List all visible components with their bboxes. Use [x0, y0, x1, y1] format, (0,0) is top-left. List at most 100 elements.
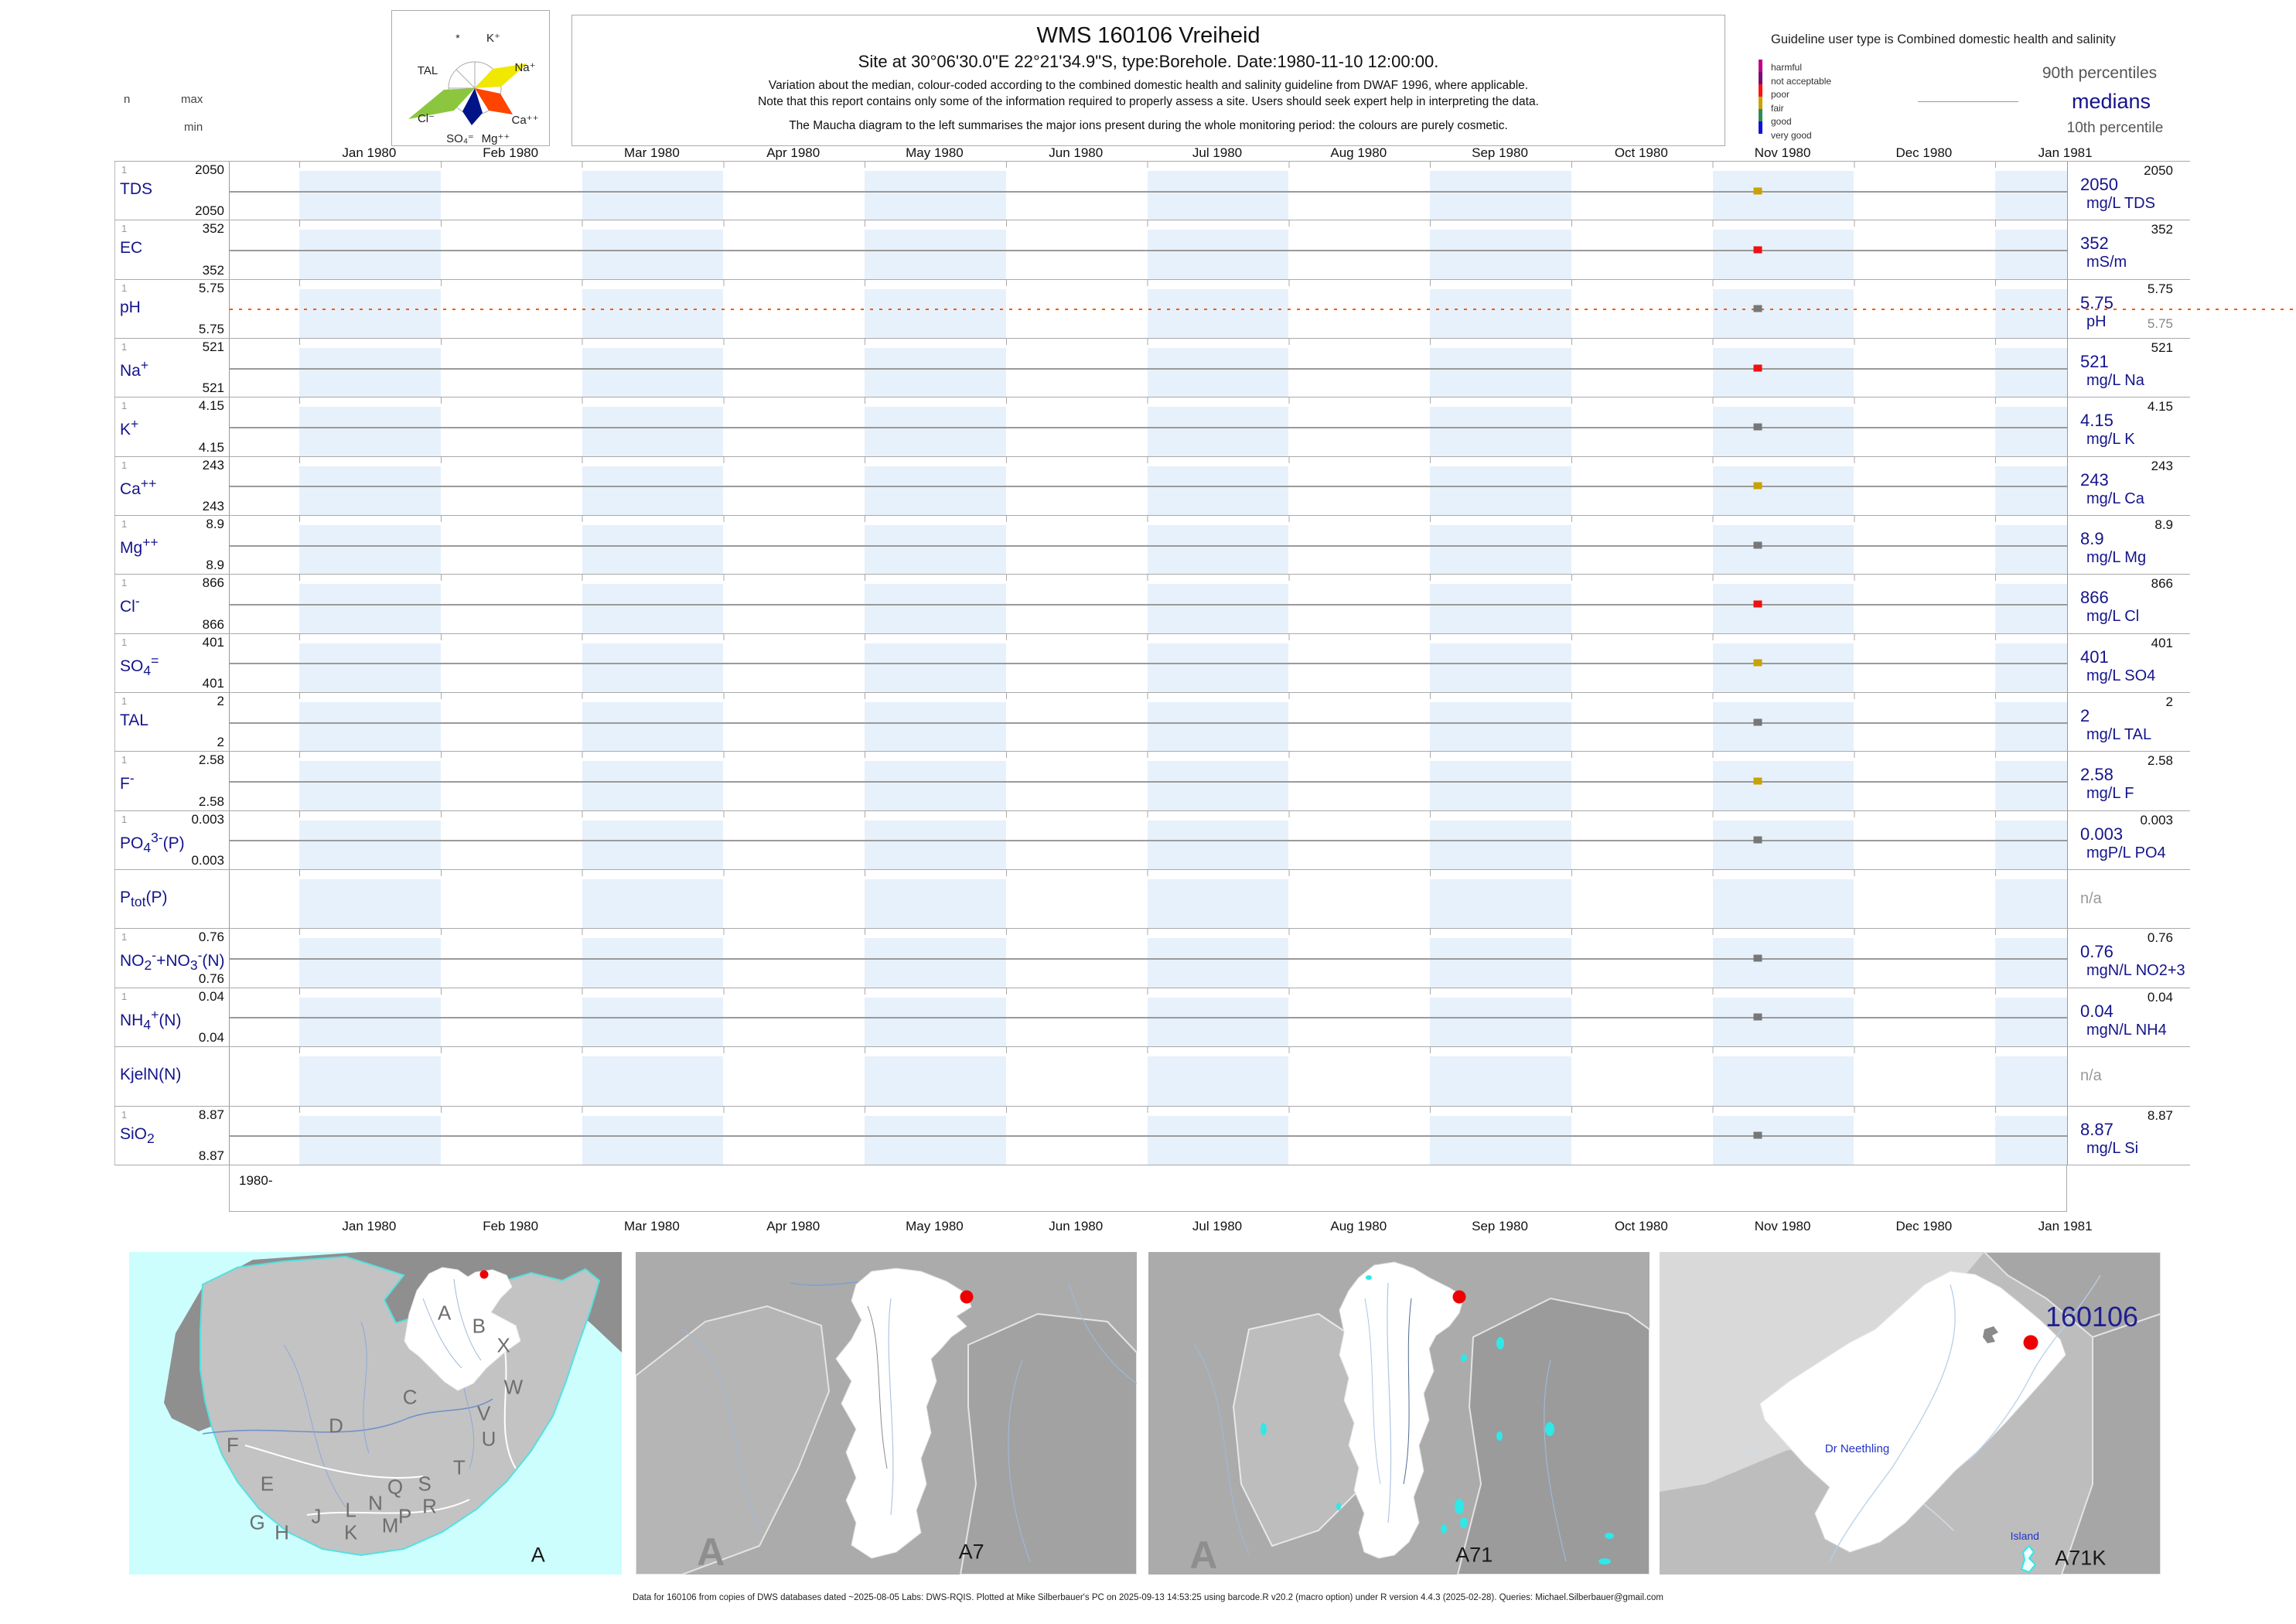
- data-point-tds[interactable]: [1753, 187, 1762, 195]
- month-band: [1430, 938, 1571, 988]
- guideline-class-label: fair: [1771, 102, 1784, 114]
- data-point-mg[interactable]: [1753, 541, 1762, 549]
- month-label: Dec 1980: [1895, 145, 1953, 160]
- n-count: 1: [121, 223, 128, 235]
- p10-legend-label: 10th percentile: [2066, 120, 2164, 136]
- param-values-ec: 352 352 mS/m: [2068, 220, 2190, 278]
- param-row-tds: 1 2050 TDS 2050 2050 2050 mg/L TDS: [114, 162, 2190, 221]
- footer-provenance: Data for 160106 from copies of DWS datab…: [633, 1593, 1663, 1602]
- region-letter-H: H: [275, 1520, 289, 1544]
- p90-value: 401: [2151, 635, 2173, 650]
- data-point-po4[interactable]: [1753, 836, 1762, 844]
- param-plot-tal: [229, 693, 2068, 752]
- data-point-ec[interactable]: [1753, 246, 1762, 254]
- guideline-color-good: [1759, 109, 1762, 121]
- month-band: [1430, 171, 1571, 220]
- min-value: 8.9: [206, 558, 224, 573]
- param-name-nh4: NH4+(N): [120, 1006, 182, 1032]
- data-point-no23[interactable]: [1753, 954, 1762, 962]
- param-stats-nh4: 1 0.04 NH4+(N) 0.04: [114, 988, 229, 1047]
- param-plot-mg: [229, 516, 2068, 575]
- month-band: [299, 348, 441, 397]
- min-value: 243: [202, 499, 224, 514]
- month-band: [1430, 761, 1571, 810]
- max-value: 243: [202, 457, 224, 473]
- month-band: [1995, 230, 2067, 279]
- data-point-sio2[interactable]: [1753, 1131, 1762, 1139]
- param-name-sio2: SiO2: [120, 1124, 155, 1146]
- month-ticks: [299, 339, 2068, 346]
- month-band: [865, 879, 1006, 929]
- data-point-nh4[interactable]: [1753, 1013, 1762, 1021]
- month-label: Jul 1980: [1192, 1219, 1243, 1233]
- month-label: Sep 1980: [1472, 145, 1528, 160]
- site-dot-map2[interactable]: [960, 1290, 974, 1304]
- place-label: Dr Neethling: [1824, 1442, 1890, 1456]
- region-letter-T: T: [452, 1455, 466, 1479]
- month-band: [582, 820, 724, 870]
- month-ticks: [299, 988, 2068, 995]
- p90-legend-label: 90th percentiles: [2042, 64, 2158, 82]
- month-band: [299, 171, 441, 220]
- page-title: WMS 160106 Vreiheid: [1036, 23, 1261, 48]
- month-band: [1712, 171, 1854, 220]
- month-band: [1995, 879, 2067, 929]
- maucha-ca-wedge: [475, 88, 513, 114]
- median-line: [230, 367, 2067, 370]
- data-point-k[interactable]: [1753, 423, 1762, 431]
- param-stats-na: 1 521 Na+ 521: [114, 339, 229, 397]
- param-name-ca: Ca++: [120, 475, 157, 498]
- data-point-ph[interactable]: [1753, 305, 1762, 312]
- p10-value: 5.75: [2147, 316, 2173, 331]
- axis-start-year: 1980-: [239, 1173, 273, 1188]
- param-row-na: 1 521 Na+ 521 521 521 mg/L Na: [114, 339, 2190, 398]
- param-stats-ca: 1 243 Ca++ 243: [114, 456, 229, 516]
- median-value: 2050: [2080, 175, 2118, 194]
- site-dot-map3[interactable]: [1452, 1290, 1466, 1304]
- month-band: [582, 702, 724, 752]
- month-label: Oct 1980: [1614, 145, 1668, 160]
- unit-label: mS/m: [2086, 254, 2127, 271]
- svg-text:SO₄⁼: SO₄⁼: [446, 132, 474, 145]
- param-row-ca: 1 243 Ca++ 243 243 243 mg/L Ca: [114, 456, 2190, 517]
- p90-value: 8.9: [2154, 517, 2173, 533]
- max-column-header: max: [181, 93, 203, 106]
- month-band: [865, 643, 1006, 693]
- max-value: 352: [202, 221, 224, 237]
- median-line: [230, 663, 2067, 665]
- data-point-tal[interactable]: [1753, 718, 1762, 726]
- param-plot-so4: [229, 633, 2068, 693]
- month-band: [582, 643, 724, 693]
- param-values-sio2: 8.87 8.87 mg/L Si: [2068, 1107, 2190, 1165]
- month-band: [1430, 1115, 1571, 1165]
- unit-label: mg/L TAL: [2086, 726, 2152, 744]
- n-count: 1: [121, 459, 128, 471]
- month-band: [865, 761, 1006, 810]
- data-point-ca[interactable]: [1753, 482, 1762, 490]
- site-dot-map1[interactable]: [479, 1270, 489, 1279]
- month-band: [299, 643, 441, 693]
- month-label: Jan 1981: [2038, 145, 2093, 160]
- max-value: 866: [202, 575, 224, 591]
- site-dot-map4[interactable]: [2023, 1335, 2038, 1350]
- median-value: 401: [2080, 647, 2109, 667]
- param-stats-ph: 1 5.75 pH 5.75: [114, 279, 229, 339]
- data-point-so4[interactable]: [1753, 659, 1762, 667]
- month-band: [582, 288, 724, 339]
- region-letter-N: N: [368, 1491, 383, 1515]
- x-axis-strip: 1980-: [229, 1165, 2067, 1212]
- param-stats-sio2: 1 8.87 SiO2 8.87: [114, 1106, 229, 1165]
- month-ticks: [299, 397, 2068, 404]
- data-point-f[interactable]: [1753, 777, 1762, 785]
- p90-value: 4.15: [2147, 399, 2173, 415]
- month-ticks: [299, 752, 2068, 759]
- month-band: [865, 1115, 1006, 1165]
- data-point-na[interactable]: [1753, 364, 1762, 372]
- param-stats-mg: 1 8.9 Mg++ 8.9: [114, 516, 229, 575]
- map-secondary-drainage-a71: A A71: [1148, 1252, 1650, 1575]
- month-label: Dec 1980: [1895, 1219, 1953, 1233]
- param-plot-kjeln: [229, 1047, 2068, 1106]
- param-row-no23: 1 0.76 NO2-+NO3-(N) 0.76 0.76 0.76 mgN/L NO2+3: [114, 929, 2190, 988]
- month-band: [1712, 288, 1854, 339]
- data-point-cl[interactable]: [1753, 600, 1762, 608]
